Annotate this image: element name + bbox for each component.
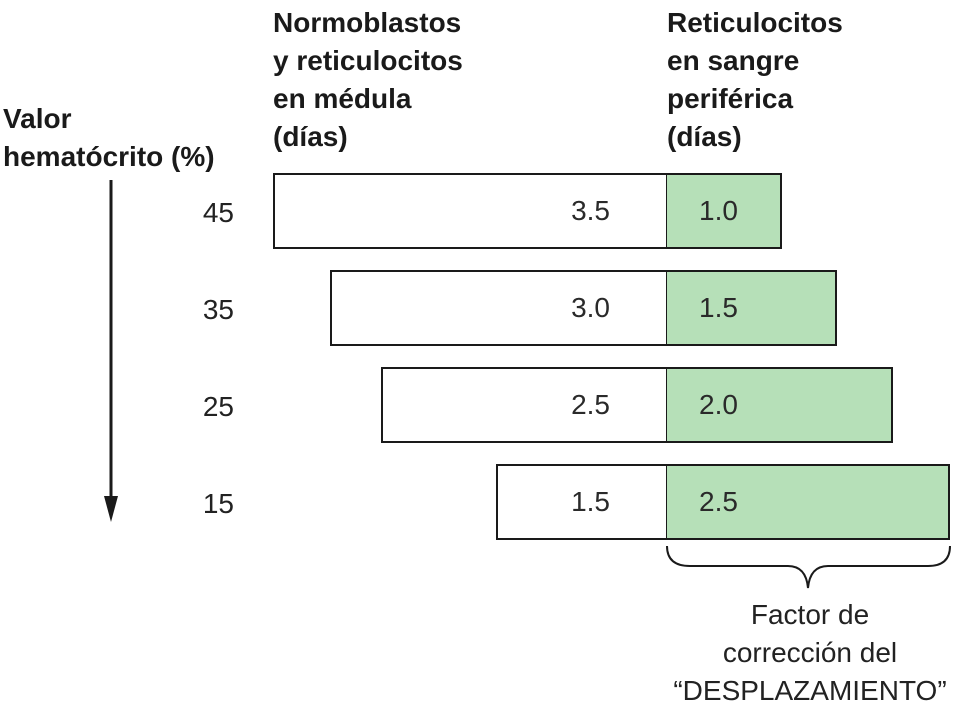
peripheral-days-bar: 2.5 <box>666 464 950 540</box>
marrow-days-bar: 2.5 <box>381 367 667 443</box>
hematocrit-header-line-1: Valor <box>3 103 72 134</box>
peripheral-header-line-2: en sangre <box>667 45 800 76</box>
marrow-header: Normoblastos y reticulocitos en médula (… <box>273 4 463 156</box>
marrow-days-bar: 3.0 <box>330 270 667 346</box>
hematocrit-header-line-2: hematócrito (%) <box>3 141 215 172</box>
shift-correction-label: Factor de corrección del “DESPLAZAMIENTO… <box>650 596 960 710</box>
marrow-header-line-2: y reticulocitos <box>273 45 463 76</box>
marrow-header-line-1: Normoblastos <box>273 7 462 38</box>
peripheral-days-bar: 1.0 <box>666 173 782 249</box>
peripheral-header-line-3: periférica <box>667 83 794 114</box>
marrow-days-bar: 3.5 <box>273 173 667 249</box>
shift-correction-line-3: “DESPLAZAMIENTO” <box>673 675 947 706</box>
marrow-header-line-4: (días) <box>273 121 348 152</box>
hematocrit-value: 35 <box>202 294 234 325</box>
peripheral-header-line-1: Reticulocitos <box>667 7 843 38</box>
hematocrit-value: 45 <box>202 197 234 228</box>
curly-brace-icon <box>666 545 951 589</box>
peripheral-days-bar: 1.5 <box>666 270 837 346</box>
peripheral-header: Reticulocitos en sangre periférica (días… <box>667 4 843 156</box>
peripheral-header-line-4: (días) <box>667 121 742 152</box>
marrow-header-line-3: en médula <box>273 83 412 114</box>
peripheral-days-bar: 2.0 <box>666 367 893 443</box>
hematocrit-header: Valor hematócrito (%) <box>3 100 215 176</box>
shift-correction-line-2: corrección del <box>722 637 898 668</box>
arrow-down-icon <box>104 180 118 522</box>
hematocrit-value: 25 <box>202 391 234 422</box>
hematocrit-value: 15 <box>202 488 234 519</box>
shift-correction-line-1: Factor de <box>750 599 870 630</box>
marrow-days-bar: 1.5 <box>496 464 667 540</box>
